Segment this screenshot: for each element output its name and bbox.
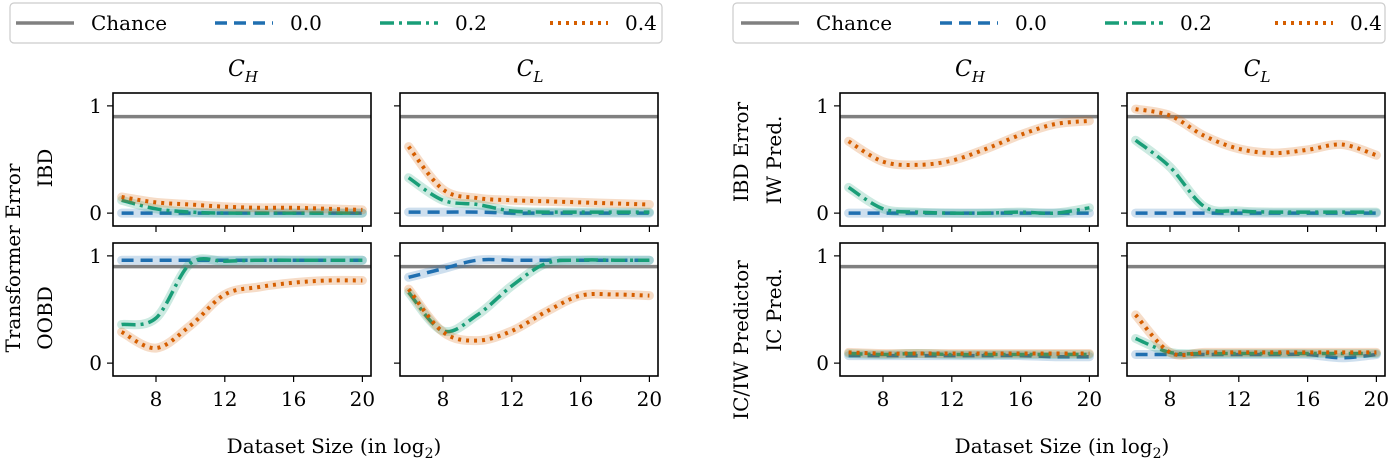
series-line-0-2 (121, 256, 363, 327)
axes-frame (1126, 242, 1386, 377)
series-line-0-4 (847, 118, 1090, 167)
axes-frame (399, 92, 659, 227)
legend-frame (9, 2, 663, 44)
series-line-0-4 (407, 145, 650, 207)
ytick-label: 0 (816, 351, 829, 375)
left-row-label-ibd: IBD (33, 149, 57, 188)
panel-1 (394, 92, 659, 232)
xtick-label: 8 (1164, 387, 1177, 411)
panel-6: 0 1 8 12 16 20 (816, 242, 1102, 411)
axes-frame (839, 92, 1099, 227)
ytick-label: 1 (89, 94, 102, 118)
left-col-title-ch: CH (228, 57, 259, 86)
ytick-label: 0 (89, 351, 102, 375)
xtick-label: 20 (1364, 387, 1389, 411)
legend-label-0-2: 0.2 (1180, 11, 1212, 35)
right-row-label-iw: IW Pred. (762, 116, 786, 205)
panel-data-7 (1127, 264, 1385, 363)
panel-data-4 (840, 114, 1098, 218)
right-col-title-cl: CL (1244, 57, 1271, 86)
panel-3: 8 12 16 20 (394, 242, 662, 411)
left-ylabel: Transformer Error (1, 163, 25, 352)
series-line-0-4 (407, 287, 650, 343)
right-row-label-ic: IC Pred. (762, 268, 786, 352)
axes-frame (1126, 92, 1386, 227)
left-row-label-oobd: OOBD (33, 286, 57, 350)
ytick-label: 0 (89, 201, 102, 225)
series-line-0-4 (1135, 107, 1378, 158)
axes-frame (839, 242, 1099, 377)
series-line-0-4 (848, 350, 1090, 356)
panel-7: 8 12 16 20 (1121, 242, 1389, 411)
ytick-label: 1 (816, 244, 829, 268)
left-xlabel: Dataset Size (in log2) (227, 434, 442, 462)
panel-data-0 (113, 114, 371, 218)
series-line-0-2 (407, 258, 650, 334)
legend-label-0-4: 0.4 (1350, 11, 1382, 35)
series-line-0-2 (407, 176, 650, 214)
series-line-0-2 (847, 185, 1090, 216)
series-band-0-4 (1131, 310, 1381, 360)
right-col-title-ch: CH (955, 57, 986, 86)
panel-data-1 (400, 114, 658, 218)
xtick-label: 16 (281, 387, 306, 411)
axes-frame (399, 242, 659, 377)
xtick-label: 16 (568, 387, 593, 411)
axes-frame (112, 92, 372, 227)
legend-label-chance: Chance (91, 11, 167, 35)
legend-label-chance: Chance (816, 11, 892, 35)
xtick-label: 20 (1077, 387, 1102, 411)
series-line-0-2 (1134, 336, 1377, 356)
series-band-0-4 (404, 142, 654, 209)
legend-label-0-0: 0.0 (290, 11, 322, 35)
panel-data-6 (840, 264, 1098, 362)
series-band-0-4 (844, 116, 1094, 170)
xtick-label: 12 (939, 387, 964, 411)
legend-frame (732, 2, 1386, 44)
panel-data-2 (113, 254, 371, 353)
panel-2: 0 1 8 12 16 20 (89, 242, 375, 411)
series-line-0-4 (121, 195, 363, 212)
panel-5 (1121, 92, 1386, 232)
right-xlabel: Dataset Size (in log2) (955, 434, 1170, 462)
right-ylabel-top: IBD Error (729, 101, 753, 202)
right-ylabel-bottom: IC/IW Predictor (729, 260, 753, 420)
series-line-0-2 (1134, 138, 1377, 214)
left-col-title-cl: CL (517, 57, 544, 86)
xtick-label: 12 (212, 387, 237, 411)
xtick-label: 20 (350, 387, 375, 411)
xtick-label: 12 (1226, 387, 1251, 411)
panel-0: 01 (89, 92, 372, 232)
xtick-label: 20 (637, 387, 662, 411)
ytick-label: 1 (816, 94, 829, 118)
ytick-label: 1 (89, 244, 102, 268)
legend-label-0-4: 0.4 (625, 11, 657, 35)
panel-data-5 (1127, 104, 1385, 218)
axes-frame (112, 242, 372, 377)
series-line-0-4 (1134, 313, 1377, 358)
series-line-0-0 (1135, 352, 1377, 360)
xtick-label: 16 (1295, 387, 1320, 411)
series-line-0-4 (120, 278, 363, 351)
series-band-0-2 (844, 182, 1094, 218)
xtick-label: 8 (150, 387, 163, 411)
xtick-label: 8 (877, 387, 890, 411)
series-line-0-0 (408, 257, 650, 279)
legend-label-0-2: 0.2 (455, 11, 487, 35)
series-line-0-2 (121, 198, 363, 215)
legend-left: Chance 0.0 0.2 0.4 (9, 2, 663, 44)
ytick-label: 0 (816, 201, 829, 225)
panel-data-3 (400, 255, 658, 346)
xtick-label: 16 (1008, 387, 1033, 411)
legend-label-0-0: 0.0 (1015, 11, 1047, 35)
panel-4: 01 (816, 92, 1099, 232)
xtick-label: 8 (437, 387, 450, 411)
legend-right: Chance 0.0 0.2 0.4 (732, 2, 1386, 44)
xtick-label: 12 (499, 387, 524, 411)
